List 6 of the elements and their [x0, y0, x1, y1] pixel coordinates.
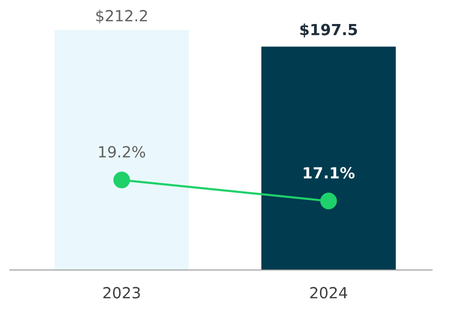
data-label: 17.1% [304, 167, 355, 179]
data-label: $197.5 [300, 24, 357, 38]
x-tick-label: 2024 [310, 286, 348, 298]
data-label: 19.2% [99, 146, 146, 158]
x-tick-label: 2023 [103, 286, 140, 298]
data-label: $212.2 [96, 10, 147, 24]
